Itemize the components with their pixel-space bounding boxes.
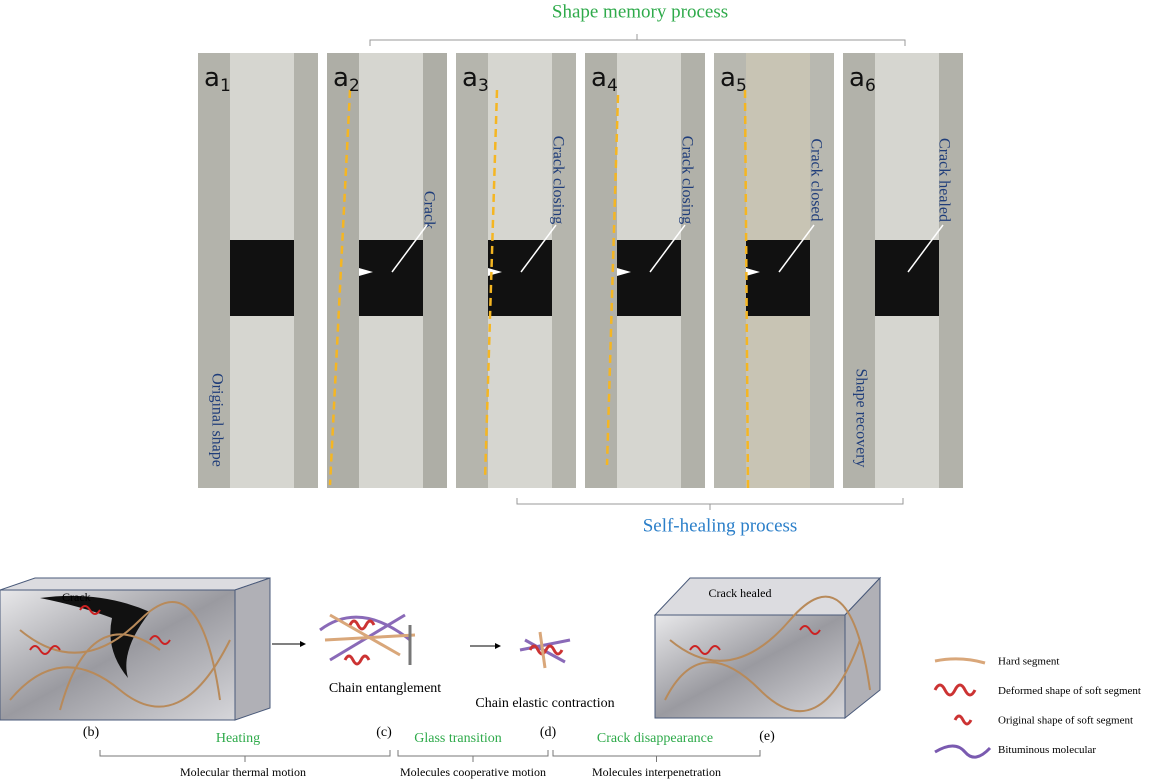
panel-label: a4	[591, 63, 618, 97]
stage-motion: Molecules cooperative motion	[400, 765, 546, 779]
black-tape	[617, 240, 681, 316]
legend-label: Original shape of soft segment	[998, 715, 1133, 727]
black-tape	[746, 240, 810, 316]
panel-caption: Shape recovery	[852, 368, 869, 467]
panel-label: a1	[204, 63, 231, 97]
black-tape	[230, 240, 294, 316]
panel-letter: a	[333, 63, 349, 93]
state-label: Chain elastic contraction	[475, 696, 614, 711]
panel-letter: a	[849, 63, 865, 93]
stage-name: Crack disappearance	[597, 731, 713, 746]
black-tape	[488, 240, 552, 316]
panel-index: 2	[349, 76, 360, 96]
panel-caption: Original shape	[208, 373, 225, 467]
panel-index: 6	[865, 76, 876, 96]
pointer-arrow	[778, 224, 815, 273]
legend-label: Hard segment	[998, 656, 1059, 668]
panel-caption: Crack closing	[678, 136, 695, 224]
panel-label: a2	[333, 63, 360, 97]
arrow-head	[495, 643, 501, 649]
panel-caption: Crack closed	[807, 138, 824, 221]
panel-letter: (e)	[759, 729, 775, 744]
stage-motion: Molecules interpenetration	[592, 765, 721, 779]
chain-contraction-drawing	[519, 631, 571, 669]
stage-motion: Molecular thermal motion	[180, 765, 306, 779]
pointer-arrow	[391, 224, 428, 273]
panel-letter: (d)	[540, 725, 557, 740]
legend-label: Bituminous molecular	[998, 744, 1096, 756]
dashed-guide	[328, 89, 352, 486]
stage-bracket	[397, 750, 549, 762]
chain-entanglement-drawing	[319, 613, 416, 666]
panel-index: 3	[478, 76, 489, 96]
panel-caption: Crack closing	[549, 136, 566, 224]
arrow-head	[300, 641, 306, 647]
crack-notch	[746, 268, 760, 276]
crack-notch	[617, 268, 631, 276]
pointer-arrow	[649, 224, 686, 273]
dashed-guide	[743, 89, 750, 491]
stage-bracket	[99, 750, 391, 762]
panel-label: a3	[462, 63, 489, 97]
pointer-arrow	[520, 224, 557, 273]
dashed-guide	[483, 89, 499, 481]
legend-label: Deformed shape of soft segment	[998, 685, 1141, 697]
panel-letter: a	[720, 63, 736, 93]
crack-notch	[359, 268, 373, 276]
stage-name: Glass transition	[414, 731, 502, 746]
panel-letter: a	[462, 63, 478, 93]
healed-box	[653, 576, 882, 720]
panel-letter: (c)	[376, 725, 392, 740]
bottom-title: Self-healing process	[643, 515, 798, 536]
black-tape	[875, 240, 939, 316]
panel-letter: (b)	[83, 725, 100, 740]
panel-index: 5	[736, 76, 747, 96]
panel-letter: a	[591, 63, 607, 93]
pointer-arrow	[907, 224, 944, 273]
legend-symbols	[933, 657, 992, 759]
panel-label: a6	[849, 63, 876, 97]
panel-index: 4	[607, 76, 618, 96]
stage-bracket	[552, 750, 761, 762]
bottom-bracket	[516, 498, 904, 510]
panel-label: a5	[720, 63, 747, 97]
state-label: Chain entanglement	[329, 681, 441, 696]
panel-caption: Crack	[420, 191, 437, 229]
stage-name: Heating	[216, 731, 260, 746]
top-title: Shape memory process	[552, 1, 728, 22]
crack-label: Crack	[62, 590, 91, 604]
top-bracket	[369, 34, 906, 46]
black-tape	[359, 240, 423, 316]
panel-caption: Crack healed	[935, 138, 952, 222]
dashed-guide	[605, 94, 620, 466]
healed-label: Crack healed	[709, 586, 772, 600]
panel-index: 1	[220, 76, 231, 96]
panel-letter: a	[204, 63, 220, 93]
cracked-box	[0, 577, 271, 721]
